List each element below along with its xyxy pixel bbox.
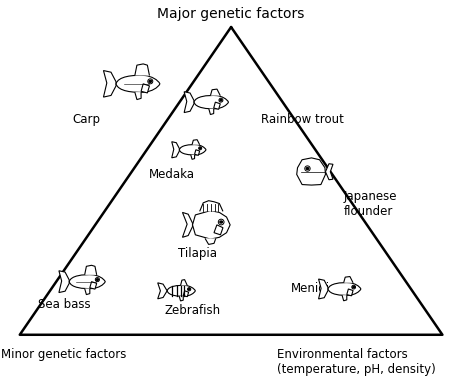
PathPatch shape	[59, 271, 69, 293]
PathPatch shape	[181, 280, 187, 285]
Ellipse shape	[188, 288, 191, 291]
PathPatch shape	[135, 92, 141, 99]
Circle shape	[149, 80, 152, 82]
PathPatch shape	[184, 92, 194, 112]
PathPatch shape	[191, 155, 195, 159]
PathPatch shape	[172, 142, 179, 158]
PathPatch shape	[183, 291, 189, 297]
PathPatch shape	[297, 158, 326, 185]
Ellipse shape	[305, 166, 310, 171]
Ellipse shape	[219, 98, 223, 102]
Text: Medaka: Medaka	[148, 168, 194, 181]
Ellipse shape	[199, 147, 202, 150]
PathPatch shape	[214, 225, 223, 235]
PathPatch shape	[167, 285, 195, 296]
PathPatch shape	[192, 211, 230, 239]
PathPatch shape	[103, 70, 116, 97]
PathPatch shape	[85, 288, 90, 295]
Circle shape	[188, 288, 190, 290]
Text: Environmental factors
(temperature, pH, density): Environmental factors (temperature, pH, …	[277, 347, 436, 376]
PathPatch shape	[200, 201, 223, 211]
PathPatch shape	[135, 64, 149, 75]
Text: Menidia: Menidia	[291, 282, 337, 295]
PathPatch shape	[194, 96, 228, 109]
Ellipse shape	[352, 285, 356, 289]
Text: Carp: Carp	[73, 113, 100, 126]
Text: Zebrafish: Zebrafish	[164, 304, 220, 317]
PathPatch shape	[210, 89, 220, 96]
PathPatch shape	[158, 283, 167, 299]
Text: Major genetic factors: Major genetic factors	[157, 7, 305, 21]
Text: Tilapia: Tilapia	[178, 247, 217, 260]
PathPatch shape	[192, 140, 200, 145]
PathPatch shape	[85, 265, 97, 275]
Circle shape	[220, 221, 222, 223]
PathPatch shape	[141, 84, 149, 93]
PathPatch shape	[69, 275, 105, 289]
PathPatch shape	[179, 296, 183, 301]
Circle shape	[200, 148, 201, 149]
PathPatch shape	[179, 145, 206, 155]
PathPatch shape	[116, 75, 160, 92]
Ellipse shape	[95, 278, 100, 282]
PathPatch shape	[90, 282, 97, 289]
Text: Rainbow trout: Rainbow trout	[261, 113, 344, 126]
PathPatch shape	[344, 277, 353, 283]
Text: Japanese
flounder: Japanese flounder	[344, 190, 397, 218]
PathPatch shape	[205, 239, 216, 245]
PathPatch shape	[326, 164, 333, 180]
Text: Sea bass: Sea bass	[38, 298, 91, 311]
Ellipse shape	[219, 219, 224, 225]
Circle shape	[96, 279, 99, 280]
PathPatch shape	[182, 213, 192, 237]
Ellipse shape	[148, 79, 153, 84]
Circle shape	[306, 168, 309, 170]
Circle shape	[220, 99, 222, 101]
PathPatch shape	[342, 295, 347, 301]
Text: Minor genetic factors: Minor genetic factors	[1, 347, 127, 360]
PathPatch shape	[328, 283, 361, 295]
PathPatch shape	[347, 289, 353, 296]
PathPatch shape	[209, 109, 214, 115]
PathPatch shape	[214, 102, 220, 109]
PathPatch shape	[319, 279, 328, 299]
PathPatch shape	[195, 150, 200, 155]
Circle shape	[353, 287, 355, 288]
